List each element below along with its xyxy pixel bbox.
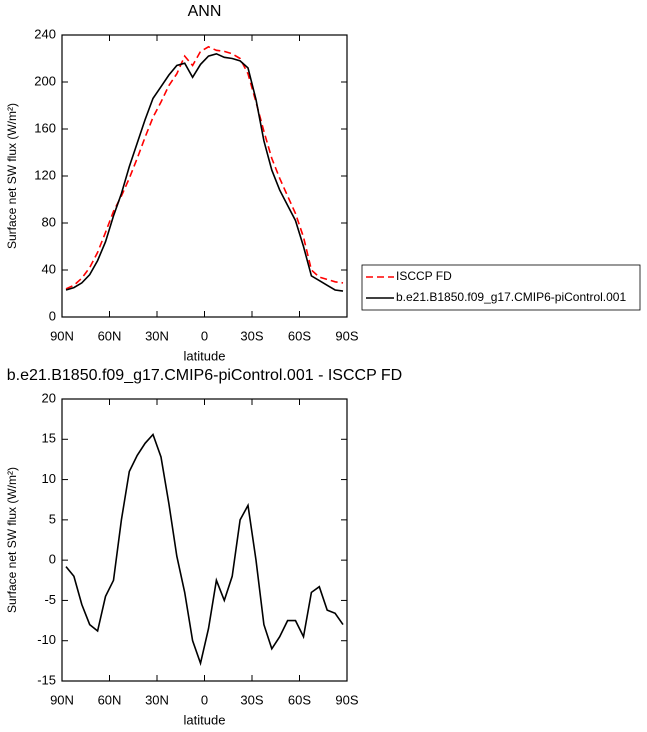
x-tick-label: 90S	[335, 692, 358, 707]
y-tick-label: 10	[42, 471, 56, 486]
y-axis-label: Surface net SW flux (W/m²)	[5, 467, 19, 613]
y-tick-label: -5	[44, 592, 56, 607]
x-tick-label: 90S	[335, 328, 358, 343]
x-axis-label: latitude	[184, 712, 226, 727]
y-tick-label: 240	[34, 26, 56, 41]
y-tick-label: 200	[34, 73, 56, 88]
chart-title: b.e21.B1850.f09_g17.CMIP6-piControl.001 …	[7, 367, 402, 384]
x-tick-label: 0	[201, 692, 208, 707]
y-tick-label: 120	[34, 167, 56, 182]
y-axis-label: Surface net SW flux (W/m²)	[5, 103, 19, 249]
data-line	[65, 45, 344, 290]
legend-box	[361, 264, 641, 311]
x-tick-label: 60N	[98, 692, 122, 707]
x-tick-label: 0	[201, 328, 208, 343]
x-tick-label: 30S	[240, 692, 263, 707]
x-tick-label: 60S	[288, 328, 311, 343]
x-tick-label: 30N	[145, 692, 169, 707]
data-line	[65, 52, 344, 292]
plot-frame	[61, 398, 348, 682]
x-tick-label: 30S	[240, 328, 263, 343]
plot-frame	[61, 34, 348, 318]
y-tick-label: -15	[37, 672, 56, 687]
y-tick-label: 15	[42, 431, 56, 446]
x-tick-label: 90N	[50, 328, 74, 343]
legend-label: ISCCP FD	[396, 269, 452, 283]
y-tick-label: 80	[42, 214, 56, 229]
x-axis-label: latitude	[184, 348, 226, 363]
y-tick-label: 20	[42, 390, 56, 405]
x-tick-label: 90N	[50, 692, 74, 707]
y-tick-label: 160	[34, 120, 56, 135]
legend-label: b.e21.B1850.f09_g17.CMIP6-piControl.001	[396, 290, 626, 304]
chart-title: ANN	[188, 3, 222, 20]
y-tick-label: 0	[49, 552, 56, 567]
x-tick-label: 60N	[98, 328, 122, 343]
x-tick-label: 60S	[288, 692, 311, 707]
data-line	[65, 432, 344, 667]
x-tick-label: 30N	[145, 328, 169, 343]
y-tick-label: 5	[49, 511, 56, 526]
y-tick-label: 0	[49, 308, 56, 323]
y-tick-label: -10	[37, 632, 56, 647]
y-tick-label: 40	[42, 261, 56, 276]
